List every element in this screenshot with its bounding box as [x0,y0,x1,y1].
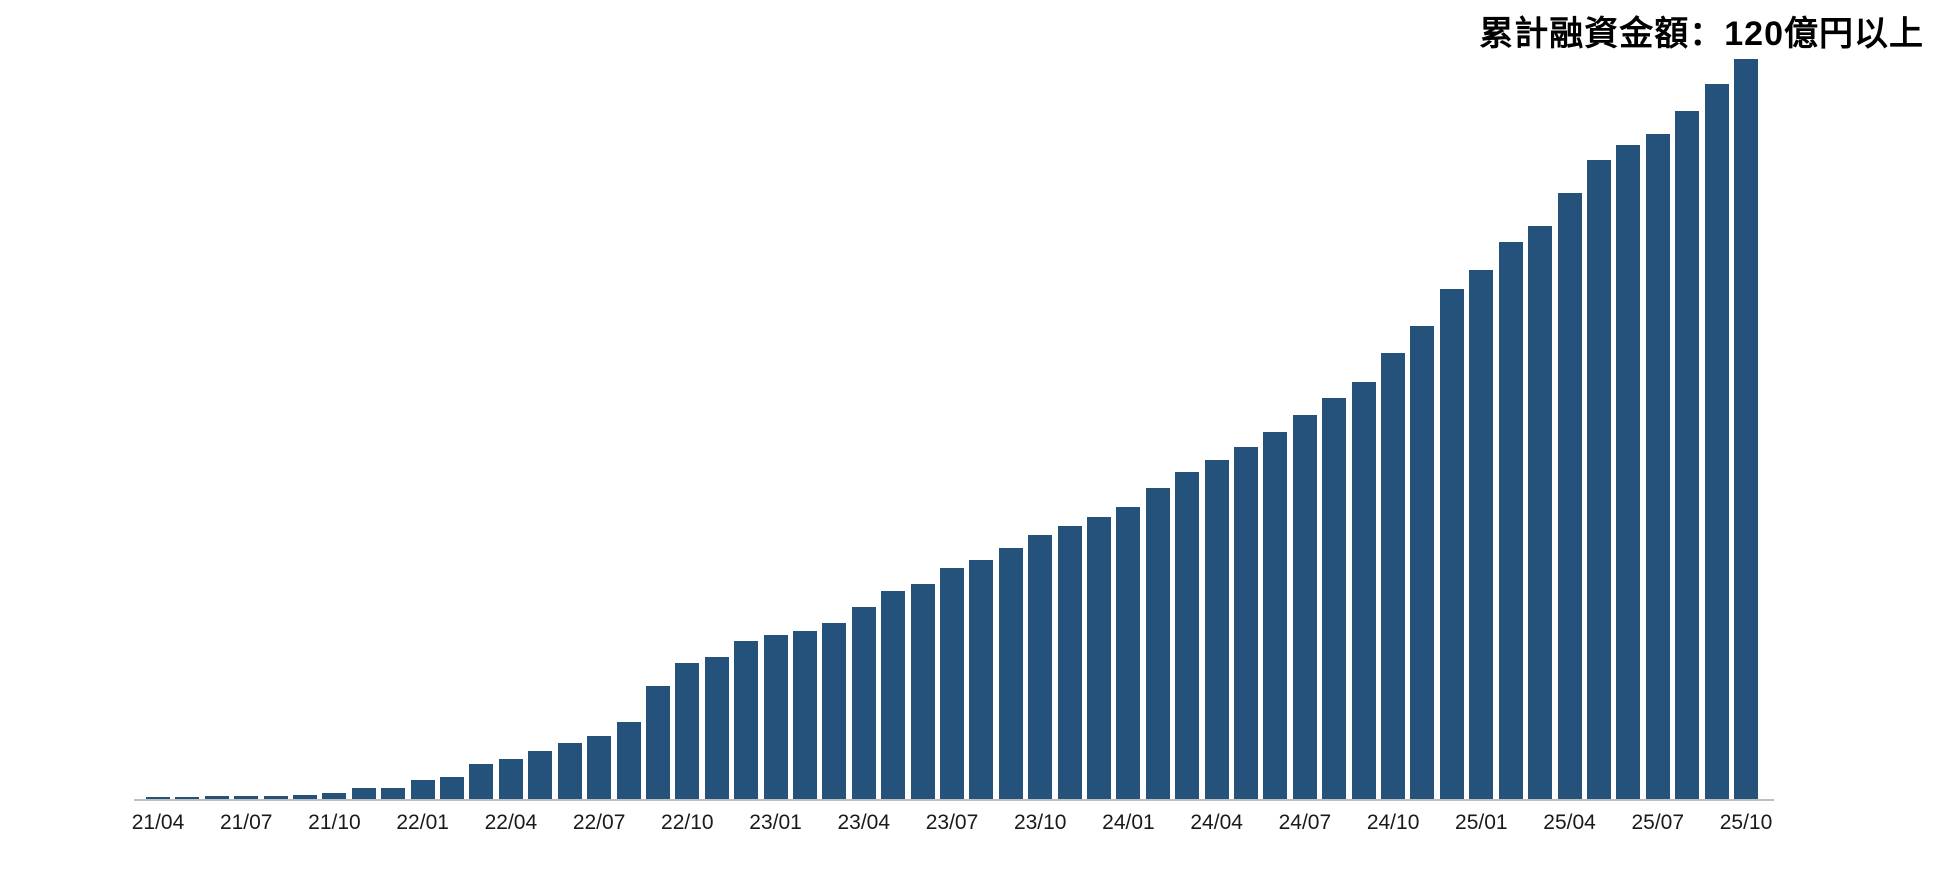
x-tick-label-22/10: 22/10 [661,811,714,834]
bar-25/04 [1557,193,1582,800]
x-tick-label-21/07: 21/07 [219,811,273,834]
bar-22/10 [675,663,700,800]
bar-23/11 [1057,526,1082,800]
bar-22/05 [528,751,553,800]
plot-area [146,0,1758,800]
x-tick-label-23/07: 23/07 [925,811,979,834]
x-tick-label-25/07: 25/07 [1631,811,1685,834]
bar-24/08 [1322,398,1347,800]
x-tick-label-22/07: 22/07 [572,811,626,834]
bar-21/11 [351,788,376,800]
bar-23/08 [969,560,994,800]
bar-24/12 [1439,289,1464,800]
x-tick-label-24/04: 24/04 [1190,811,1243,834]
x-tick-label-24/10: 24/10 [1366,811,1420,834]
bar-23/10 [1028,535,1053,800]
bar-25/09 [1704,84,1729,800]
x-tick-label-21/04: 21/04 [131,811,185,834]
bar-21/04 [146,797,170,800]
bar-25/08 [1675,111,1700,800]
bar-23/05 [881,591,906,800]
x-tick-label-22/01: 22/01 [396,811,449,834]
bar-22/07 [587,736,612,800]
x-tick-label-24/07: 24/07 [1278,811,1332,834]
bar-25/05 [1586,160,1611,800]
bar-21/09 [293,795,318,800]
bar-22/04 [498,759,523,800]
x-tick-label-22/04: 22/04 [484,811,538,834]
bar-22/02 [440,777,465,800]
x-tick-label-23/01: 23/01 [749,811,802,834]
bar-24/01 [1116,507,1141,800]
x-tick-label-21/10: 21/10 [308,811,361,834]
x-tick-label-25/04: 25/04 [1543,811,1596,834]
bar-22/08 [616,722,641,800]
bar-22/11 [704,657,729,800]
bar-25/01 [1469,270,1494,800]
bar-23/09 [998,548,1023,800]
bar-23/12 [1087,517,1111,800]
bar-24/07 [1292,415,1317,800]
bar-22/06 [557,743,582,800]
bar-23/04 [851,607,876,800]
bar-21/10 [322,793,347,800]
bar-22/09 [645,686,670,800]
bar-25/03 [1528,226,1553,800]
chart-title-annotation: 累計融資金額：120億円以上 [1479,15,1924,53]
x-axis-line [134,799,1774,801]
bar-25/10 [1733,59,1758,800]
x-tick-label-23/10: 23/10 [1013,811,1067,834]
bar-23/07 [939,568,964,800]
bar-24/09 [1351,382,1376,800]
bar-24/10 [1381,353,1406,800]
bar-21/06 [204,796,229,800]
bar-25/06 [1616,145,1641,800]
bar-25/07 [1645,134,1670,800]
bar-22/12 [734,641,759,800]
x-axis-labels: 21/04 21/07 21/10 22/01 22/04 22/07 22/10 23/01… [132,811,1773,847]
bar-24/03 [1175,472,1200,800]
bar-23/01 [763,635,788,800]
bar-21/05 [175,797,200,800]
x-tick-label-25/10: 25/10 [1719,811,1773,834]
bar-24/04 [1204,460,1229,800]
bar-21/07 [234,796,259,800]
bar-24/06 [1263,432,1288,800]
x-tick-label-25/01: 25/01 [1455,811,1508,834]
bar-21/12 [381,788,406,800]
bar-23/06 [910,584,935,800]
bar-22/01 [410,780,435,800]
x-tick-label-24/01: 24/01 [1102,811,1155,834]
bar-24/05 [1234,447,1259,800]
bar-21/08 [263,796,288,800]
bar-25/02 [1498,242,1523,800]
bar-23/02 [792,631,817,800]
bar-22/03 [469,764,494,800]
bar-24/11 [1410,326,1435,800]
bar-series [146,0,1758,800]
bar-23/03 [822,623,847,800]
x-tick-label-23/04: 23/04 [837,811,891,834]
bar-24/02 [1145,488,1170,800]
